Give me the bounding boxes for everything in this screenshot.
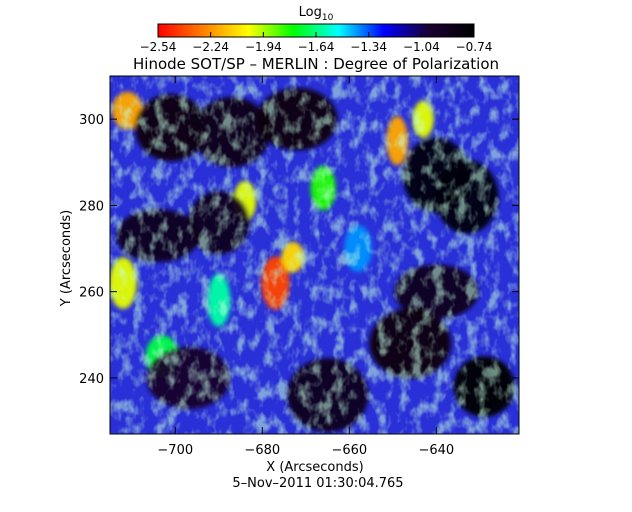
colorbar-title-base: Log [299, 5, 322, 20]
x-tick-label: −660 [331, 443, 367, 458]
x-tick-label: −680 [244, 443, 280, 458]
colorbar-tick-label: −2.24 [192, 40, 229, 54]
x-tick-label: −700 [157, 443, 193, 458]
colorbar-tick-label: −1.04 [403, 40, 440, 54]
y-tick-label: 280 [79, 199, 104, 214]
plot-frame [109, 75, 520, 435]
x-axis-ticks: −700 −680 −660 −640 [157, 76, 454, 458]
colorbar-tick-label: −1.94 [245, 40, 282, 54]
y-axis-label: Y (Arcseconds) [59, 210, 74, 307]
colorbar-tick-label: −1.64 [298, 40, 335, 54]
y-tick-label: 240 [79, 372, 104, 387]
colorbar-title: Log10 [299, 5, 334, 23]
x-tick-label: −640 [418, 443, 454, 458]
timestamp: 5–Nov–2011 01:30:04.765 [232, 476, 403, 491]
colorbar-tick-label: −0.74 [456, 40, 493, 54]
y-tick-label: 300 [79, 113, 104, 128]
colorbar-title-sub: 10 [322, 13, 334, 23]
chart-title: Hinode SOT/SP – MERLIN : Degree of Polar… [133, 55, 499, 73]
colorbar-tick-label: −2.54 [140, 40, 177, 54]
y-axis-ticks: 240 260 280 300 [79, 113, 519, 387]
colorbar: Log10 −2.54 −2.24 −1.94 −1.64 −1.34 −1.04 −0.7… [140, 5, 493, 54]
colorbar-ticks: −2.54 −2.24 −1.94 −1.64 −1.34 −1.04 −0.74 [140, 32, 493, 54]
y-tick-label: 260 [79, 286, 104, 301]
x-axis-label: X (Arcseconds) [266, 460, 363, 475]
heatmap-texture [110, 76, 519, 434]
colorbar-tick-label: −1.34 [350, 40, 387, 54]
heatmap-image [110, 76, 519, 434]
